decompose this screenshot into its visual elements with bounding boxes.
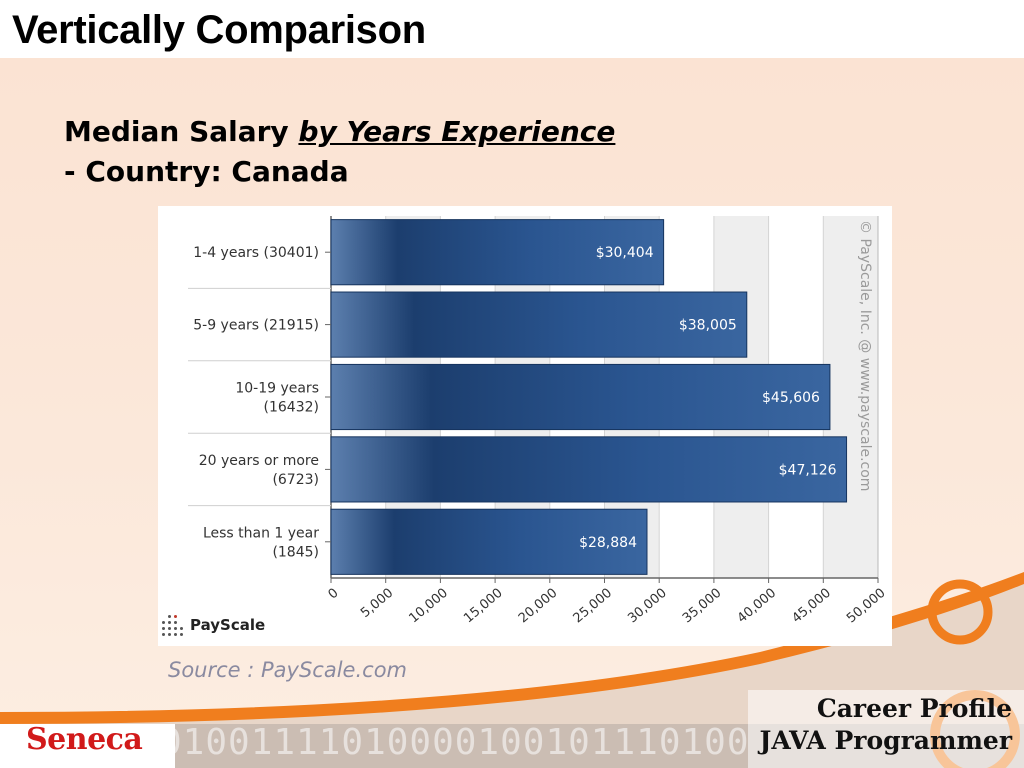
x-tick-label: 10,000 <box>406 586 450 627</box>
bar-value-label: $38,005 <box>679 318 737 334</box>
bar <box>330 363 831 431</box>
bar <box>330 291 748 358</box>
x-tick-label: 0 <box>326 586 342 603</box>
x-tick-label: 5,000 <box>358 586 396 621</box>
footer-java-programmer: JAVA Programmer <box>759 726 1012 755</box>
category-label: 1-4 years (30401) <box>193 245 319 261</box>
x-tick-label: 45,000 <box>789 586 833 627</box>
x-tick-label: 25,000 <box>571 586 615 627</box>
category-label: Less than 1 year <box>203 525 319 541</box>
heading-emphasis: by Years Experience <box>298 115 616 148</box>
seneca-logo: Seneca <box>26 722 143 757</box>
category-label: 5-9 years (21915) <box>193 318 319 334</box>
bar <box>330 508 648 575</box>
binary-strip: 01001111010000100101110100 <box>160 722 750 763</box>
category-label: (1845) <box>272 544 319 560</box>
source-caption: Source : PayScale.com <box>168 658 407 682</box>
bar <box>330 436 848 503</box>
bar-value-label: $28,884 <box>579 535 637 551</box>
x-tick-label: 40,000 <box>735 586 779 627</box>
footer-career-profile: Career Profile <box>816 694 1012 723</box>
x-tick-label: 20,000 <box>516 586 560 627</box>
chart-heading: Median Salary by Years Experience - Coun… <box>64 112 615 192</box>
x-tick-label: 15,000 <box>461 586 505 627</box>
chart-panel: $30,404 1-4 years (30401) $38,005 5-9 years… <box>158 206 892 646</box>
salary-bar-chart: $30,404 1-4 years (30401) $38,005 5-9 years… <box>188 216 889 627</box>
bar <box>330 219 665 286</box>
x-tick-label: 35,000 <box>680 586 724 627</box>
x-tick-label: 50,000 <box>844 586 888 627</box>
grid-band <box>823 216 878 578</box>
slide-title: Vertically Comparison <box>12 8 426 52</box>
heading-prefix: Median Salary <box>64 115 289 148</box>
category-label: (6723) <box>272 472 319 488</box>
heading-line-2: - Country: Canada <box>64 155 349 188</box>
copyright-watermark: © PayScale, Inc. @ www.payscale.com <box>857 220 873 491</box>
heading-line-1: Median Salary by Years Experience <box>64 112 615 152</box>
bar-value-label: $45,606 <box>762 390 820 406</box>
category-label: 20 years or more <box>199 453 319 469</box>
category-label: 10-19 years <box>235 381 319 397</box>
payscale-logo-text: PayScale <box>190 616 266 634</box>
payscale-dots-icon <box>158 613 188 637</box>
category-label: (16432) <box>264 400 319 416</box>
x-tick-label: 30,000 <box>625 586 669 627</box>
payscale-logo: PayScale <box>158 610 265 640</box>
bar-value-label: $47,126 <box>779 462 837 478</box>
bar-value-label: $30,404 <box>596 245 654 261</box>
